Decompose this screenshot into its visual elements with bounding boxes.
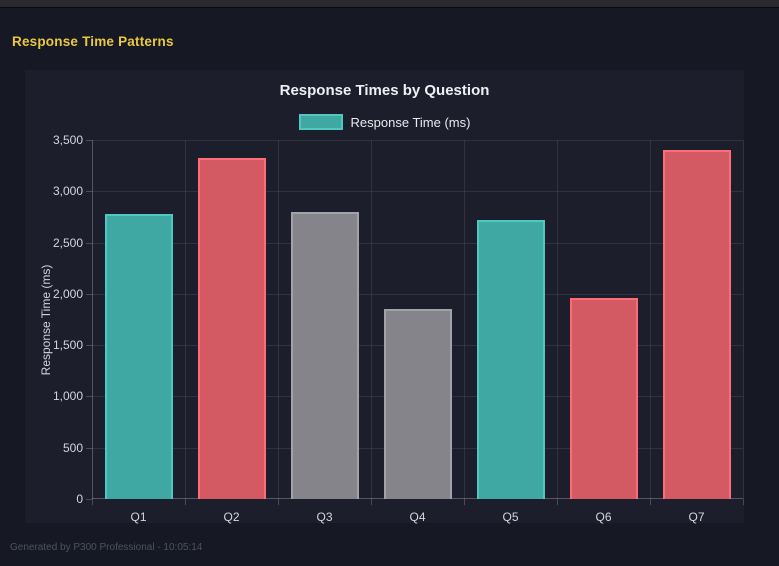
chart-legend[interactable]: Response Time (ms) xyxy=(25,114,744,130)
y-tick-label: 3,000 xyxy=(52,184,83,199)
gridline-v xyxy=(185,140,186,499)
bar-Q2[interactable] xyxy=(197,158,266,499)
bar-Q6[interactable] xyxy=(569,297,638,499)
y-tick-mark xyxy=(86,396,92,398)
y-tick-label: 1,500 xyxy=(52,338,83,353)
bar-Q4[interactable] xyxy=(383,309,452,499)
gridline-v xyxy=(650,140,651,499)
x-tick-label-Q6: Q6 xyxy=(595,510,612,524)
y-tick-label: 2,500 xyxy=(52,235,83,250)
y-tick-label: 0 xyxy=(76,492,83,506)
y-tick-mark xyxy=(86,293,92,295)
y-axis-line xyxy=(92,140,93,499)
x-tick-mark xyxy=(92,499,93,505)
window-top-bar xyxy=(0,0,779,8)
y-tick-mark xyxy=(86,345,92,347)
x-tick-label-Q5: Q5 xyxy=(502,510,519,524)
gridline-h xyxy=(92,242,743,244)
gridline-h xyxy=(92,293,743,295)
gridline-v xyxy=(557,140,558,499)
x-tick-mark xyxy=(557,499,558,505)
x-tick-mark xyxy=(371,499,372,505)
y-tick-label: 1,000 xyxy=(52,389,83,404)
gridline-h xyxy=(92,191,743,193)
bar-Q1[interactable] xyxy=(104,213,173,499)
y-tick-mark xyxy=(86,447,92,449)
bar-Q5[interactable] xyxy=(476,220,545,499)
x-tick-mark xyxy=(743,499,744,505)
x-tick-label-Q3: Q3 xyxy=(316,510,333,524)
legend-swatch-icon xyxy=(298,114,343,130)
x-tick-mark xyxy=(185,499,186,505)
x-tick-mark xyxy=(464,499,465,505)
gridline-v xyxy=(278,140,279,499)
gridline-h xyxy=(92,140,743,141)
y-tick-label: 2,000 xyxy=(52,286,83,301)
bar-Q3[interactable] xyxy=(290,211,359,499)
gridline-v xyxy=(743,140,744,499)
gridline-v xyxy=(371,140,372,499)
x-tick-label-Q4: Q4 xyxy=(409,510,426,524)
x-tick-mark xyxy=(278,499,279,505)
x-tick-label-Q2: Q2 xyxy=(223,510,240,524)
x-tick-label-Q7: Q7 xyxy=(688,510,705,524)
legend-label: Response Time (ms) xyxy=(350,114,471,130)
footer-note: Generated by P300 Professional - 10:05:1… xyxy=(10,542,203,553)
gridline-v xyxy=(464,140,465,499)
x-tick-label-Q1: Q1 xyxy=(130,510,147,524)
chart-panel: Response Times by Question Response Time… xyxy=(25,70,744,524)
y-tick-label: 500 xyxy=(62,440,83,455)
y-tick-mark xyxy=(86,191,92,193)
bar-Q7[interactable] xyxy=(662,150,731,499)
y-tick-label: 3,500 xyxy=(52,133,83,147)
x-tick-mark xyxy=(650,499,651,505)
y-tick-mark xyxy=(86,499,92,500)
chart-title: Response Times by Question xyxy=(279,82,490,99)
page-title: Response Time Patterns xyxy=(12,34,174,49)
plot-area xyxy=(86,140,744,505)
y-tick-mark xyxy=(86,242,92,244)
y-axis-title: Response Time (ms) xyxy=(39,264,53,376)
y-tick-mark xyxy=(86,140,92,141)
